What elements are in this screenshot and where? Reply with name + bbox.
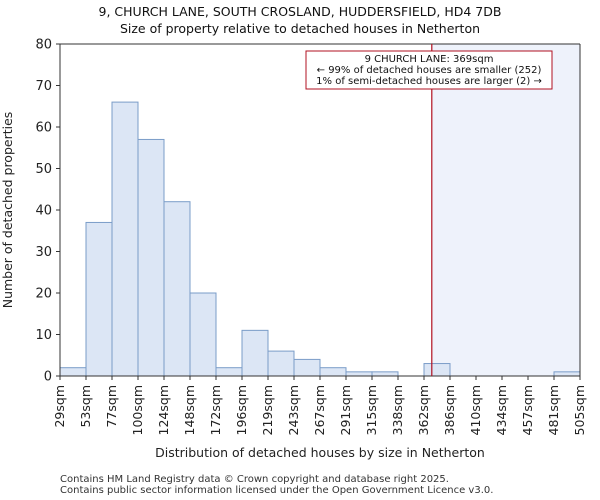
y-tick-label: 30 [35,245,52,260]
y-tick-label: 70 [35,79,52,94]
x-tick-label: 124sqm [156,385,171,435]
histogram-bar [553,371,581,377]
annotation-line-2: ← 99% of detached houses are smaller (25… [317,65,542,76]
histogram-bar [319,367,347,377]
histogram-bar [345,371,373,377]
x-tick-label: 29sqm [52,385,67,428]
x-tick-label: 53sqm [78,385,93,428]
x-tick-label: 100sqm [130,385,145,435]
x-tick-label: 457sqm [520,385,535,435]
x-tick-label: 362sqm [416,385,431,435]
annotation-box [305,50,553,90]
footer-line-2: Contains public sector information licen… [60,485,494,496]
chart-title: 9, CHURCH LANE, SOUTH CROSLAND, HUDDERSF… [98,4,502,19]
histogram-bar [85,221,113,377]
larger-region-highlight [431,44,580,376]
x-tick-label: 481sqm [546,385,561,435]
x-tick-label: 338sqm [390,385,405,435]
histogram-bar [59,367,87,377]
histogram-bar [163,201,191,377]
footer-line-1: Contains HM Land Registry data © Crown c… [60,474,449,485]
histogram-bar [215,367,243,377]
histogram-bar [189,292,217,377]
x-tick-label: 291sqm [338,385,353,435]
y-tick-label: 80 [35,38,52,53]
x-tick-label: 148sqm [182,385,197,435]
histogram-bar [293,358,321,377]
y-tick-label: 40 [35,204,52,219]
x-tick-label: 315sqm [364,385,379,435]
x-tick-label: 434sqm [494,385,509,435]
x-tick-label: 77sqm [104,385,119,428]
x-tick-label: 386sqm [442,385,457,435]
x-tick-label: 196sqm [234,385,249,435]
x-tick-label: 243sqm [286,385,301,435]
annotation-line-3: 1% of semi-detached houses are larger (2… [316,76,542,87]
annotation-line-1: 9 CHURCH LANE: 369sqm [365,54,494,65]
chart-subtitle: Size of property relative to detached ho… [119,21,481,36]
x-tick-label: 267sqm [312,385,327,435]
x-tick-label: 219sqm [260,385,275,435]
y-axis-label: Number of detached properties [0,112,15,309]
x-tick-label: 505sqm [572,385,587,435]
histogram-bar [423,363,451,377]
histogram-bar [137,138,165,377]
histogram-bar [111,101,139,377]
y-tick-label: 10 [35,328,52,343]
histogram-bar [241,329,269,377]
y-tick-label: 0 [44,370,52,385]
y-tick-label: 60 [35,121,52,136]
x-axis-label: Distribution of detached houses by size … [155,445,485,460]
y-tick-label: 50 [35,162,52,177]
x-tick-label: 172sqm [208,385,223,435]
histogram-bar [267,350,295,377]
y-tick-label: 20 [35,287,52,302]
marker-annotation: 9 CHURCH LANE: 369sqm ← 99% of detached … [305,50,553,90]
histogram-bar [371,371,399,377]
x-tick-label: 410sqm [468,385,483,435]
